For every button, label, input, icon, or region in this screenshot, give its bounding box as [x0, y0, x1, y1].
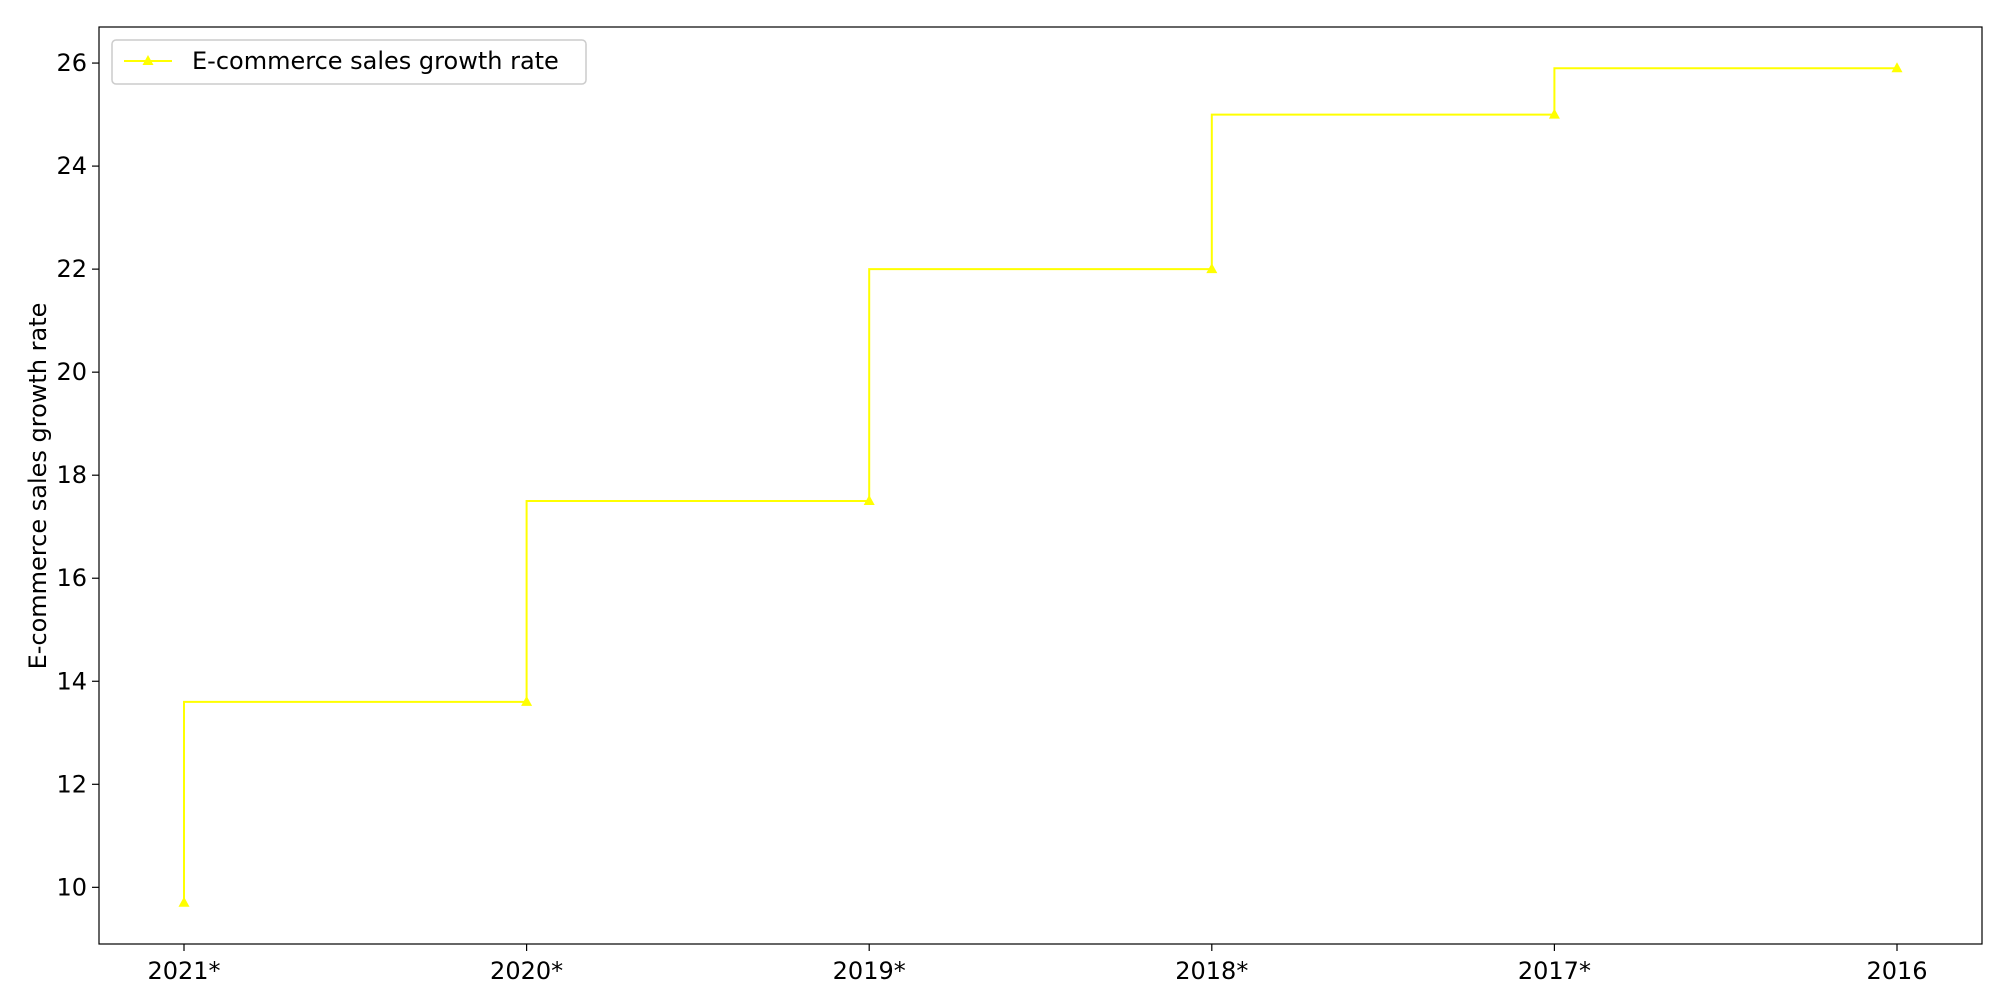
x-tick-label: 2017*: [1518, 957, 1591, 985]
data-point-marker: [1206, 263, 1218, 274]
y-axis-label: E-commerce sales growth rate: [24, 303, 52, 670]
data-point-marker: [863, 494, 875, 505]
plot-area: [98, 26, 1983, 945]
y-tick-label: 20: [56, 358, 87, 386]
legend: E-commerce sales growth rate: [111, 39, 587, 85]
legend-label: E-commerce sales growth rate: [192, 47, 559, 75]
legend-marker-icon: [142, 55, 154, 65]
data-point-marker: [178, 896, 190, 907]
y-tick-label: 10: [56, 873, 87, 901]
y-tick-label: 14: [56, 667, 87, 695]
y-tick-label: 16: [56, 564, 87, 592]
legend-box: [111, 39, 587, 85]
x-axis: 2021* 2020* 2019* 2018* 2017* 2016: [147, 944, 1928, 985]
y-axis: 10 12 14 16 18 20 22 24 26: [56, 49, 99, 901]
y-tick-label: 12: [56, 770, 87, 798]
x-tick-label: 2020*: [490, 957, 563, 985]
y-tick-label: 18: [56, 461, 87, 489]
y-tick-label: 22: [56, 255, 87, 283]
x-tick-label: 2021*: [147, 957, 220, 985]
x-tick-label: 2019*: [833, 957, 906, 985]
y-tick-label: 24: [56, 152, 87, 180]
x-tick-label: 2018*: [1175, 957, 1248, 985]
plot-frame: [98, 26, 1983, 945]
series-line: [183, 67, 1897, 903]
data-point-marker: [1891, 62, 1903, 73]
data-point-marker: [1548, 108, 1560, 119]
y-tick-label: 26: [56, 49, 87, 77]
data-point-marker: [521, 695, 533, 706]
x-tick-label: 2016: [1866, 957, 1927, 985]
